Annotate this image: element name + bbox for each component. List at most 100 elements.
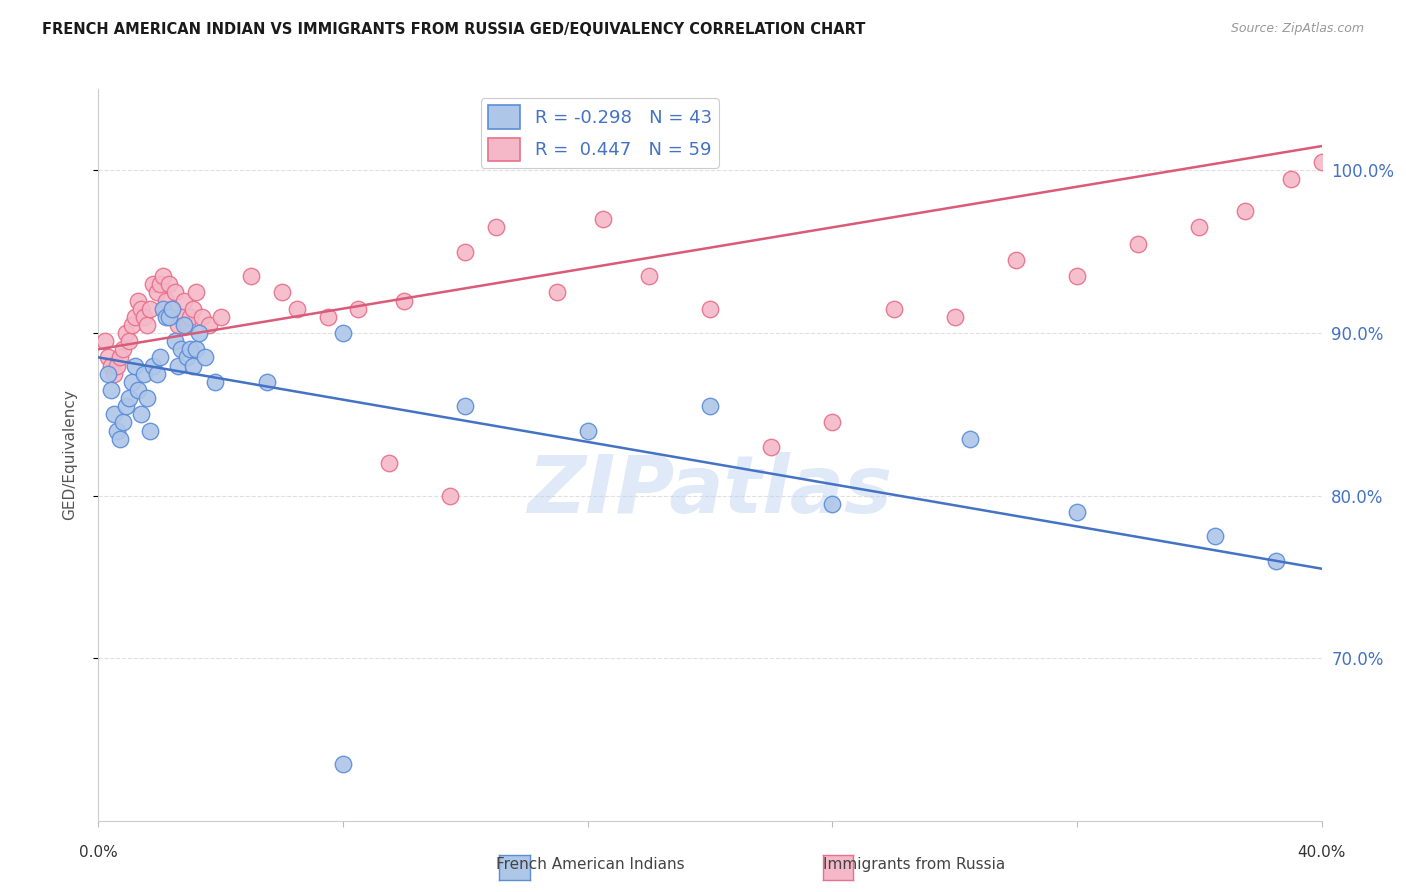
Point <box>129 407 152 421</box>
Point <box>179 310 201 324</box>
Point <box>142 359 165 373</box>
Point <box>179 343 201 357</box>
Point <box>485 220 508 235</box>
Point <box>1066 269 1088 284</box>
Point <box>136 391 159 405</box>
Point <box>316 310 339 324</box>
Point <box>163 334 186 348</box>
Point <box>127 383 149 397</box>
Point <box>439 489 461 503</box>
Text: ZIPatlas: ZIPatlas <box>527 452 893 531</box>
Point <box>118 391 141 405</box>
Point <box>191 310 214 324</box>
Text: 0.0%: 0.0% <box>79 845 118 860</box>
Point <box>186 343 208 357</box>
Point <box>699 301 721 316</box>
Point <box>1264 553 1286 567</box>
Point <box>167 318 190 332</box>
Point <box>160 301 183 316</box>
Point <box>100 383 122 397</box>
Point <box>134 310 156 324</box>
Point <box>152 301 174 316</box>
Point <box>155 293 177 308</box>
Point <box>145 367 167 381</box>
Point <box>105 359 128 373</box>
Point <box>332 326 354 340</box>
Point <box>454 399 477 413</box>
Point <box>256 375 278 389</box>
Point <box>160 301 183 316</box>
Point <box>197 318 219 332</box>
Point <box>883 301 905 316</box>
Point <box>167 359 190 373</box>
Point <box>270 285 294 300</box>
Point <box>821 416 844 430</box>
Point <box>332 756 354 771</box>
Text: Immigrants from Russia: Immigrants from Russia <box>823 857 1005 872</box>
Point <box>1204 529 1226 543</box>
Point <box>139 301 162 316</box>
Point <box>118 334 141 348</box>
Point <box>155 310 177 324</box>
Point <box>142 277 165 292</box>
Point <box>1310 155 1333 169</box>
Text: Source: ZipAtlas.com: Source: ZipAtlas.com <box>1230 22 1364 36</box>
Point <box>139 424 162 438</box>
Point <box>761 440 783 454</box>
Point <box>1066 505 1088 519</box>
Point <box>105 424 128 438</box>
Point <box>149 277 172 292</box>
Point <box>188 326 211 340</box>
Point <box>163 285 186 300</box>
Point <box>454 244 477 259</box>
Point <box>204 375 226 389</box>
Text: 40.0%: 40.0% <box>1298 845 1346 860</box>
Y-axis label: GED/Equivalency: GED/Equivalency <box>63 390 77 520</box>
Point <box>111 416 134 430</box>
Point <box>136 318 159 332</box>
Point <box>157 277 180 292</box>
Point <box>121 318 143 332</box>
Point <box>378 456 401 470</box>
Point <box>959 432 981 446</box>
Text: French American Indians: French American Indians <box>496 857 685 872</box>
Point <box>347 301 370 316</box>
Point <box>186 285 208 300</box>
Point <box>1279 171 1302 186</box>
Point <box>93 334 115 348</box>
Point <box>108 351 131 365</box>
Point <box>108 432 131 446</box>
Point <box>149 351 172 365</box>
Point <box>170 310 193 324</box>
Point <box>129 301 152 316</box>
Point <box>97 367 120 381</box>
Point <box>100 359 122 373</box>
Point <box>209 310 232 324</box>
Point <box>285 301 308 316</box>
Point <box>546 285 568 300</box>
Point <box>111 343 134 357</box>
Point <box>576 424 599 438</box>
Point <box>699 399 721 413</box>
Text: FRENCH AMERICAN INDIAN VS IMMIGRANTS FROM RUSSIA GED/EQUIVALENCY CORRELATION CHA: FRENCH AMERICAN INDIAN VS IMMIGRANTS FRO… <box>42 22 866 37</box>
Point <box>1004 252 1026 267</box>
Point <box>97 351 120 365</box>
Point <box>145 285 167 300</box>
Point <box>1128 236 1150 251</box>
Point <box>103 367 125 381</box>
Point <box>821 497 844 511</box>
Point <box>181 359 204 373</box>
Point <box>152 269 174 284</box>
Point <box>638 269 661 284</box>
Point <box>121 375 143 389</box>
Point <box>176 351 198 365</box>
Point <box>592 212 614 227</box>
Point <box>194 351 217 365</box>
Point <box>176 318 198 332</box>
Point <box>1188 220 1211 235</box>
Point <box>124 310 146 324</box>
Point <box>1234 204 1257 219</box>
Point <box>115 326 138 340</box>
Point <box>392 293 416 308</box>
Point <box>127 293 149 308</box>
